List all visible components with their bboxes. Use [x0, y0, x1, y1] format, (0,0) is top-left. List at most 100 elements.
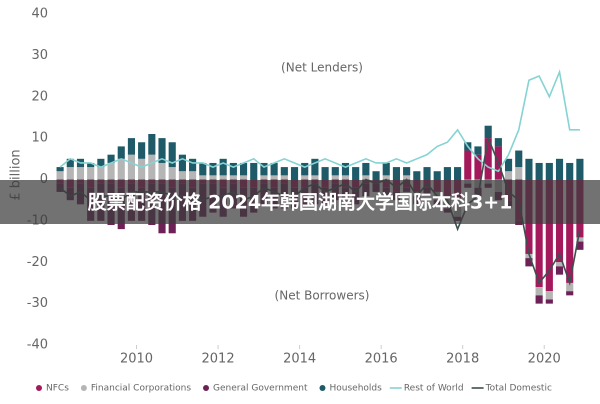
- legend-label: General Government: [213, 384, 308, 394]
- bar: [535, 295, 543, 304]
- bar: [280, 175, 288, 180]
- bar: [494, 138, 502, 147]
- bar: [474, 146, 482, 155]
- bar: [301, 175, 309, 180]
- bar: [535, 162, 543, 180]
- bar: [525, 258, 533, 267]
- bar: [239, 175, 248, 180]
- bar: [362, 162, 370, 176]
- legend-label: Households: [329, 384, 382, 394]
- bar: [280, 167, 288, 176]
- bar: [76, 167, 85, 180]
- bar: [341, 162, 350, 176]
- x-tick-label: 2012: [202, 352, 235, 367]
- bar: [229, 162, 237, 176]
- bar: [555, 266, 564, 275]
- bar: [97, 167, 105, 180]
- legend-marker: [203, 385, 210, 391]
- bar: [566, 162, 574, 180]
- y-tick-label: -40: [27, 338, 48, 353]
- bar: [97, 158, 105, 168]
- bar: [138, 142, 146, 159]
- bar: [566, 282, 574, 292]
- bar: [515, 150, 523, 168]
- bar: [56, 167, 64, 172]
- legend-label: Total Domestic: [485, 384, 552, 394]
- bar: [107, 162, 115, 180]
- bar: [209, 162, 217, 176]
- bar: [525, 158, 533, 180]
- bar: [433, 171, 441, 180]
- bar: [219, 175, 227, 180]
- bar: [260, 162, 268, 176]
- bar: [331, 167, 339, 176]
- bar: [545, 162, 553, 180]
- bar: [270, 175, 278, 180]
- bar: [199, 175, 207, 180]
- bar: [168, 142, 176, 168]
- bar: [107, 154, 115, 163]
- legend: NFCs Financial Corporations General Govern…: [36, 384, 552, 394]
- annotation: (Net Lenders): [281, 61, 363, 75]
- bar: [117, 146, 125, 159]
- x-tick-label: 2016: [365, 352, 398, 367]
- bar: [250, 162, 258, 180]
- bar: [168, 167, 176, 180]
- bar: [555, 262, 564, 267]
- bar: [138, 158, 146, 180]
- y-tick-label: 0: [40, 172, 48, 187]
- bar: [362, 175, 370, 180]
- legend-label: NFCs: [46, 384, 69, 394]
- bar: [219, 158, 227, 176]
- bar: [117, 158, 125, 180]
- bar: [56, 171, 64, 180]
- bar: [189, 171, 197, 180]
- bar: [576, 158, 584, 180]
- bar: [545, 299, 553, 304]
- y-tick-label: -30: [27, 296, 48, 311]
- bar: [484, 125, 492, 139]
- y-tick-label: 40: [31, 7, 48, 22]
- annotation: (Net Borrowers): [275, 289, 370, 303]
- bar: [178, 154, 186, 172]
- bar: [341, 175, 350, 180]
- legend-label: Rest of World: [404, 384, 464, 394]
- bar: [301, 162, 309, 176]
- legend-marker: [80, 385, 87, 391]
- bar: [454, 167, 462, 180]
- line: [59, 69, 580, 173]
- bar: [127, 138, 136, 155]
- bar: [403, 175, 411, 180]
- bar: [290, 167, 299, 180]
- bar: [504, 171, 513, 180]
- bar: [229, 175, 237, 180]
- y-tick-label: 10: [31, 131, 48, 146]
- bar: [555, 158, 564, 180]
- bar: [158, 138, 166, 163]
- bar: [566, 291, 574, 296]
- bar: [178, 171, 186, 180]
- bar: [382, 175, 390, 180]
- bar: [576, 241, 584, 250]
- bar: [331, 175, 339, 180]
- x-tick-label: 2018: [446, 352, 479, 367]
- bar: [382, 162, 390, 176]
- y-tick-label: 30: [31, 48, 48, 63]
- bar: [189, 158, 197, 172]
- bar: [311, 175, 319, 180]
- bar: [545, 179, 553, 292]
- bar: [423, 167, 431, 180]
- bar: [321, 167, 329, 180]
- bar: [66, 167, 74, 180]
- bar: [209, 175, 217, 180]
- bar: [66, 158, 74, 168]
- bar: [352, 167, 360, 180]
- bar: [576, 237, 584, 242]
- y-tick-label: -20: [27, 255, 48, 270]
- x-tick-label: 2014: [283, 352, 316, 367]
- banner-bg: [0, 180, 600, 224]
- bar: [504, 158, 513, 172]
- banner-text: 股票配资价格 2024年韩国湖南大学国际本科3+1: [88, 191, 513, 214]
- bar: [270, 162, 278, 176]
